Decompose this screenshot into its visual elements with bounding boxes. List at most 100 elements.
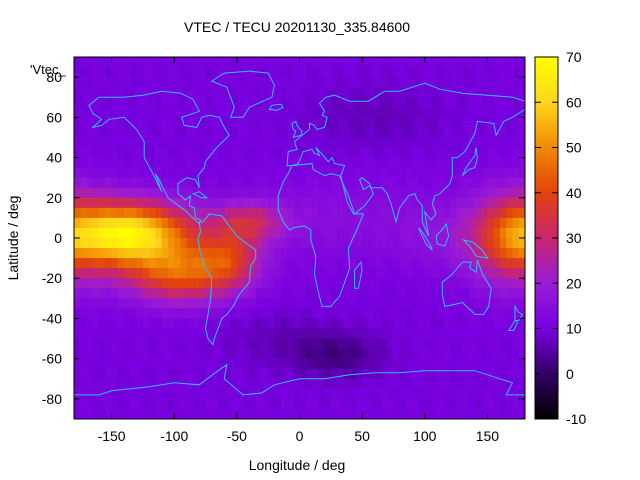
heatmap-cell xyxy=(74,97,81,108)
heatmap-cell xyxy=(286,137,294,149)
heatmap-cell xyxy=(380,348,388,360)
heatmap-cell xyxy=(255,258,263,269)
heatmap-cell xyxy=(512,167,520,179)
heatmap-cell xyxy=(468,248,476,259)
heatmap-cell xyxy=(412,348,420,360)
coastline-antarctica xyxy=(74,363,525,419)
heatmap-cell xyxy=(330,368,338,380)
heatmap-cell xyxy=(255,157,263,169)
heatmap-cell xyxy=(337,207,344,219)
heatmap-cell xyxy=(274,217,282,229)
heatmap-cell xyxy=(92,378,100,390)
heatmap-cell xyxy=(449,298,457,309)
heatmap-cell xyxy=(218,67,225,78)
heatmap-cell xyxy=(211,197,219,209)
heatmap-cell xyxy=(243,77,250,88)
heatmap-cell xyxy=(124,388,131,400)
heatmap-cell xyxy=(105,318,113,330)
heatmap-cell xyxy=(437,197,445,209)
heatmap-cell xyxy=(449,167,457,179)
heatmap-cell xyxy=(117,408,125,419)
heatmap-cell xyxy=(418,107,426,118)
heatmap-cell xyxy=(449,177,457,189)
heatmap-cell xyxy=(318,217,326,229)
heatmap-cell xyxy=(324,177,332,189)
heatmap-cell xyxy=(199,368,207,380)
heatmap-cell xyxy=(374,308,382,320)
heatmap-cell xyxy=(468,288,476,299)
heatmap-cell xyxy=(468,388,476,400)
heatmap-cell xyxy=(349,288,357,299)
heatmap-cell xyxy=(481,388,489,400)
heatmap-cell xyxy=(80,177,88,189)
heatmap-cell xyxy=(443,217,451,229)
heatmap-cell xyxy=(499,328,507,340)
heatmap-cell xyxy=(92,57,100,68)
heatmap-cell xyxy=(380,298,388,309)
heatmap-cell xyxy=(149,378,157,390)
heatmap-cell xyxy=(180,87,188,98)
heatmap-cell xyxy=(142,248,150,259)
heatmap-cell xyxy=(493,328,501,340)
heatmap-cell xyxy=(368,117,376,128)
heatmap-cell xyxy=(349,117,357,128)
heatmap-cell xyxy=(74,388,81,400)
heatmap-cell xyxy=(274,368,282,380)
heatmap-cell xyxy=(243,278,250,289)
heatmap-cell xyxy=(443,338,451,350)
heatmap-cell xyxy=(142,308,150,320)
heatmap-cell xyxy=(230,217,238,229)
heatmap-cell xyxy=(424,117,432,128)
heatmap-cell xyxy=(211,378,219,390)
heatmap-cell xyxy=(305,217,313,229)
heatmap-cell xyxy=(462,298,470,309)
heatmap-cell xyxy=(180,328,188,340)
heatmap-cell xyxy=(330,117,338,128)
heatmap-cell xyxy=(506,187,514,199)
heatmap-cell xyxy=(362,197,369,209)
heatmap-cell xyxy=(355,77,363,88)
heatmap-cell xyxy=(86,338,94,350)
heatmap-cell xyxy=(481,278,489,289)
heatmap-cell xyxy=(243,227,250,239)
heatmap-cell xyxy=(130,248,138,259)
heatmap-cell xyxy=(86,167,94,179)
heatmap-cell xyxy=(299,268,307,279)
heatmap-cell xyxy=(255,398,263,410)
heatmap-cell xyxy=(268,248,276,259)
heatmap-cell xyxy=(180,308,188,320)
heatmap-cell xyxy=(236,318,244,330)
heatmap-cell xyxy=(99,67,106,78)
heatmap-cell xyxy=(387,288,395,299)
heatmap-cell xyxy=(136,328,144,340)
heatmap-cell xyxy=(405,388,413,400)
heatmap-cell xyxy=(337,117,344,128)
heatmap-cell xyxy=(124,328,131,340)
heatmap-cell xyxy=(105,268,113,279)
heatmap-cell xyxy=(330,308,338,320)
heatmap-cell xyxy=(449,147,457,159)
heatmap-cell xyxy=(399,278,407,289)
heatmap-cell xyxy=(468,368,476,380)
heatmap-cell xyxy=(268,408,276,419)
heatmap-cell xyxy=(380,57,388,68)
heatmap-cell xyxy=(92,328,100,340)
heatmap-cell xyxy=(380,368,388,380)
heatmap-cell xyxy=(431,127,438,139)
heatmap-cell xyxy=(393,197,401,209)
heatmap-cell xyxy=(424,197,432,209)
heatmap-cell xyxy=(418,87,426,98)
heatmap-cell xyxy=(418,67,426,78)
heatmap-cell xyxy=(193,177,200,189)
heatmap-cell xyxy=(362,127,369,139)
heatmap-cell xyxy=(355,97,363,108)
heatmap-cell xyxy=(293,217,301,229)
heatmap-cell xyxy=(211,328,219,340)
heatmap-cell xyxy=(174,408,182,419)
heatmap-cell xyxy=(368,127,376,139)
heatmap-cell xyxy=(255,207,263,219)
heatmap-cell xyxy=(324,217,332,229)
heatmap-cell xyxy=(506,378,514,390)
heatmap-cell xyxy=(243,328,250,340)
heatmap-cell xyxy=(431,348,438,360)
